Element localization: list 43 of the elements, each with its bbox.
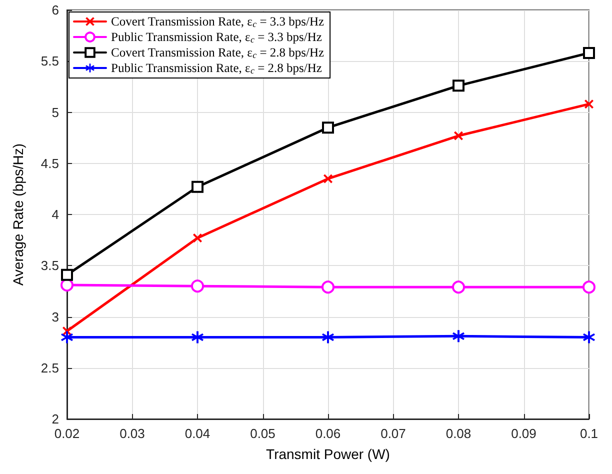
y-tick-label: 4.5: [40, 156, 59, 171]
point: [583, 46, 595, 59]
x-tick-label: 0.1: [580, 426, 598, 441]
point: [322, 280, 334, 294]
point: [454, 131, 463, 140]
point: [583, 331, 595, 344]
point: [322, 122, 334, 134]
point: [61, 331, 73, 344]
y-tick-label: 5.5: [40, 54, 59, 69]
y-tick-label: 3.5: [40, 258, 59, 274]
point: [322, 331, 334, 344]
point: [452, 80, 464, 92]
legend-label: Covert Transmission Rate, εc = 2.8 bps/Hz: [111, 46, 325, 60]
point: [61, 268, 73, 281]
x-tick-label: 0.09: [511, 426, 536, 441]
x-tick-label: 0.08: [446, 426, 472, 441]
point: [452, 280, 465, 294]
y-tick-label: 4: [52, 207, 59, 222]
x-tick-label: 0.06: [315, 426, 341, 441]
point: [193, 234, 202, 243]
point: [324, 174, 332, 184]
y-tick-label: 3: [52, 309, 59, 324]
point: [452, 330, 464, 342]
y-tick-label: 6: [52, 2, 59, 18]
legend-label: Covert Transmission Rate, εc = 3.3 bps/Hz: [111, 14, 325, 29]
legend-label: Public Transmission Rate, εc = 3.3 bps/Hz: [111, 30, 322, 44]
y-tick-label: 2.5: [40, 360, 59, 376]
x-tick-label: 0.07: [380, 426, 406, 441]
x-axis-title: Transmit Power (W): [266, 446, 390, 462]
x-tick-label: 0.04: [184, 426, 210, 441]
y-tick-label: 2: [52, 412, 59, 426]
point: [192, 180, 204, 193]
y-axis-title: Average Rate (bps/Hz): [10, 143, 26, 286]
legend-label: Public Transmission Rate, εc = 2.8 bps/Hz: [111, 61, 322, 76]
point: [60, 278, 74, 292]
x-tick-label: 0.02: [54, 426, 80, 441]
point: [191, 280, 204, 293]
point: [582, 280, 596, 294]
point: [192, 331, 204, 344]
y-tick-label: 5: [52, 104, 59, 120]
point: [584, 100, 594, 109]
x-tick-label: 0.05: [250, 426, 276, 441]
x-tick-label: 0.03: [120, 426, 145, 441]
